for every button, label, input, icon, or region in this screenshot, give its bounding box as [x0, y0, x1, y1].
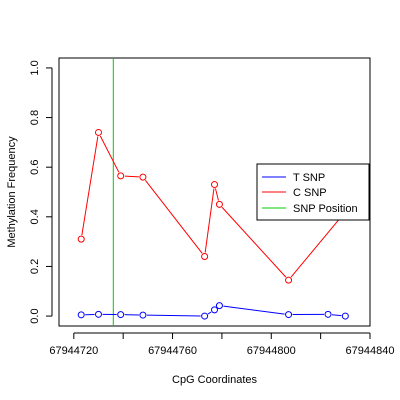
series-1-segment-5	[214, 188, 219, 201]
legend-label-t-snp: T SNP	[293, 172, 325, 184]
series-1-segment-4	[204, 188, 215, 253]
series-0-segment-3	[146, 314, 201, 317]
series-1-point-2	[117, 172, 125, 180]
y-axis-title: Methylation Frequency	[6, 136, 18, 248]
series-0-point-5	[211, 306, 218, 314]
series-0-point-2	[117, 311, 125, 319]
y-tick-label-3: 0.6	[29, 160, 41, 175]
series-1-segment-1	[99, 135, 120, 173]
y-tick-label-4: 0.8	[29, 110, 41, 125]
y-axis: 0.0 0.2 0.4 0.6 0.8 1.0	[29, 60, 53, 324]
x-tick-label-1: 67944760	[148, 345, 197, 357]
series-1-segment-7	[290, 214, 344, 278]
series-1-segment-0	[81, 136, 99, 236]
series-0-point-0	[77, 311, 85, 319]
y-tick-label-2: 0.4	[29, 209, 41, 224]
series-1-point-4	[201, 253, 209, 261]
plot-frame	[58, 57, 371, 327]
series-0-point-6	[215, 302, 223, 310]
y-tick-label-5: 1.0	[29, 60, 41, 75]
x-tick-label-2: 67944800	[247, 345, 296, 357]
legend: T SNP C SNP SNP Position	[256, 163, 370, 221]
x-tick-label-0: 67944720	[49, 345, 98, 357]
series-0-point-9	[341, 312, 349, 320]
series-0-segment-4	[207, 311, 212, 315]
series-0-segment-8	[331, 314, 342, 317]
series-group	[77, 128, 349, 320]
x-tick-label-3: 67944840	[346, 345, 395, 357]
series-0-point-8	[324, 310, 332, 318]
series-1-point-0	[77, 235, 85, 243]
x-axis-title: CpG Coordinates	[172, 374, 257, 386]
y-tick-label-1: 0.2	[29, 259, 41, 274]
y-tick-label-0: 0.0	[29, 308, 41, 323]
series-0-point-3	[139, 311, 147, 319]
series-1-point-6	[215, 200, 223, 208]
x-axis: 67944720 67944760 67944800 67944840	[49, 332, 395, 357]
series-0-point-4	[201, 312, 209, 320]
series-1-segment-2	[124, 175, 139, 178]
series-1-point-3	[139, 173, 147, 181]
series-0-point-7	[285, 311, 293, 319]
series-1-point-1	[94, 128, 102, 136]
legend-label-c-snp: C SNP	[293, 187, 327, 199]
series-1-segment-6	[221, 207, 287, 278]
series-0-segment-6	[223, 305, 285, 315]
series-1-point-5	[211, 181, 218, 189]
series-1-point-7	[285, 276, 293, 284]
series-0-point-1	[94, 310, 102, 318]
series-1-segment-3	[144, 179, 203, 254]
legend-label-snp-position: SNP Position	[293, 203, 358, 215]
